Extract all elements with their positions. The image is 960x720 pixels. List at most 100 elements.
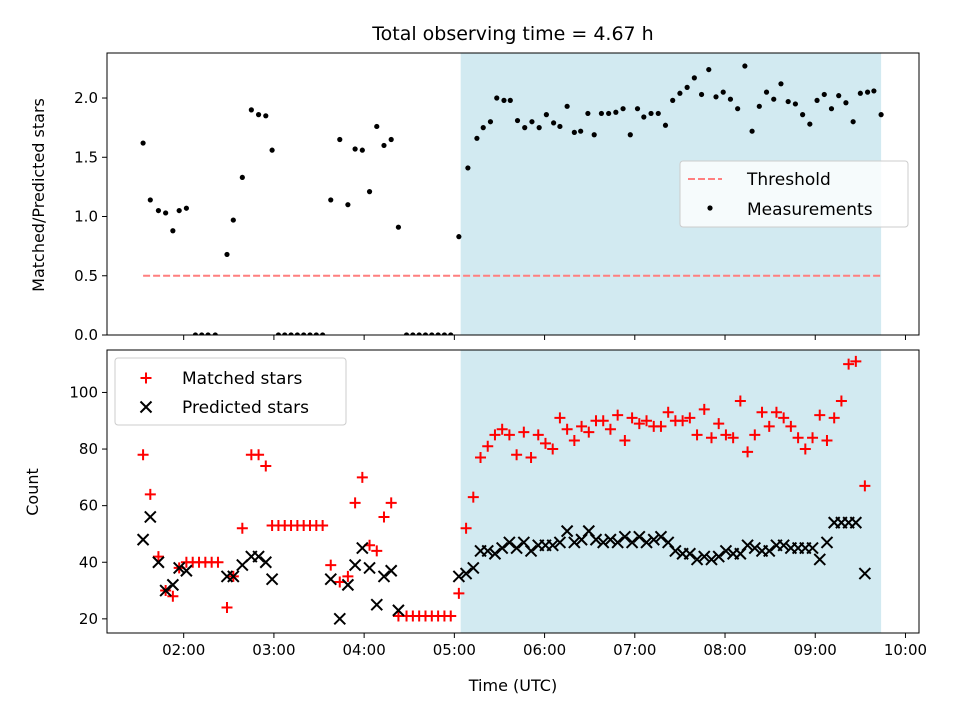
data-point <box>850 355 862 367</box>
data-point <box>359 147 365 153</box>
data-point <box>356 471 368 483</box>
legend-box <box>679 160 909 228</box>
data-point <box>612 409 624 421</box>
data-point <box>677 415 689 427</box>
data-point <box>532 429 544 441</box>
data-point <box>488 547 502 560</box>
data-point <box>356 541 369 555</box>
data-point <box>589 533 603 546</box>
data-point <box>633 530 646 543</box>
data-point <box>571 129 577 135</box>
data-point <box>388 136 394 143</box>
data-point <box>626 412 638 424</box>
data-point <box>328 197 334 203</box>
data-point <box>742 446 754 458</box>
data-point <box>828 106 835 112</box>
data-point <box>180 564 193 577</box>
data-point <box>843 358 855 370</box>
data-point <box>792 101 798 107</box>
data-point <box>719 544 733 558</box>
data-point <box>510 541 523 555</box>
data-point <box>199 332 205 335</box>
data-point <box>843 100 849 106</box>
data-point <box>698 91 705 98</box>
data-point <box>374 123 380 130</box>
data-point <box>467 491 479 503</box>
data-point <box>705 553 718 566</box>
data-point <box>662 122 669 128</box>
data-point <box>137 449 149 461</box>
data-point <box>253 449 265 461</box>
data-point <box>456 234 462 240</box>
y-tick-label: 20 <box>79 610 98 628</box>
top-y-axis-label: Matched/Predicted stars <box>29 98 48 292</box>
data-point <box>221 602 233 614</box>
data-point <box>554 412 566 424</box>
data-point <box>807 121 813 127</box>
data-point <box>366 189 373 195</box>
data-point <box>212 332 218 335</box>
data-point <box>525 452 537 464</box>
x-tick-label: 09:00 <box>794 641 837 659</box>
data-point <box>777 539 790 552</box>
data-point <box>727 432 739 444</box>
data-point <box>564 103 570 109</box>
data-point <box>363 561 376 575</box>
data-point <box>410 332 416 335</box>
data-point <box>806 541 819 555</box>
data-point <box>248 107 254 113</box>
data-point <box>475 452 487 464</box>
data-point <box>625 536 639 549</box>
data-point <box>536 125 542 131</box>
data-point <box>501 97 507 103</box>
data-point <box>690 553 704 566</box>
data-point <box>568 435 580 447</box>
data-point <box>640 536 653 549</box>
data-point <box>591 132 597 138</box>
data-point <box>604 423 616 435</box>
data-point <box>307 332 313 335</box>
data-point <box>494 95 500 101</box>
data-point <box>503 536 516 549</box>
data-point <box>341 578 355 592</box>
data-point <box>735 106 741 112</box>
axes-frame <box>106 52 920 336</box>
data-point <box>742 63 748 69</box>
data-point <box>416 332 422 335</box>
data-point <box>282 332 288 335</box>
data-point <box>381 142 387 149</box>
data-point <box>459 567 473 580</box>
y-tick-label: 1.5 <box>74 148 98 166</box>
data-point <box>785 420 797 432</box>
data-point <box>598 110 605 117</box>
data-point <box>713 418 725 430</box>
data-point <box>265 573 279 586</box>
series-predicted-stars <box>136 510 872 626</box>
data-point <box>553 536 567 549</box>
data-point <box>684 412 696 424</box>
data-point <box>448 332 454 335</box>
data-point <box>691 75 697 81</box>
data-point <box>392 604 405 617</box>
data-point <box>529 119 535 125</box>
data-point <box>236 522 248 534</box>
data-point <box>756 103 762 109</box>
data-point <box>858 567 872 580</box>
x-tick-label: 03:00 <box>252 641 295 659</box>
data-point <box>821 91 827 98</box>
top-axes: 0.0 0.5 1.0 1.5 2.0 Threshold Measurements <box>74 52 920 344</box>
observing-span <box>460 350 882 633</box>
data-point <box>480 125 486 131</box>
data-point <box>255 112 262 118</box>
data-point <box>159 584 172 597</box>
data-point <box>487 119 494 125</box>
data-point <box>252 550 265 563</box>
data-point <box>546 539 559 552</box>
data-point <box>655 420 667 432</box>
data-point <box>583 426 595 438</box>
y-tick-label: 40 <box>79 553 98 571</box>
data-point <box>748 541 762 555</box>
data-point <box>641 114 647 120</box>
data-point <box>445 610 457 622</box>
